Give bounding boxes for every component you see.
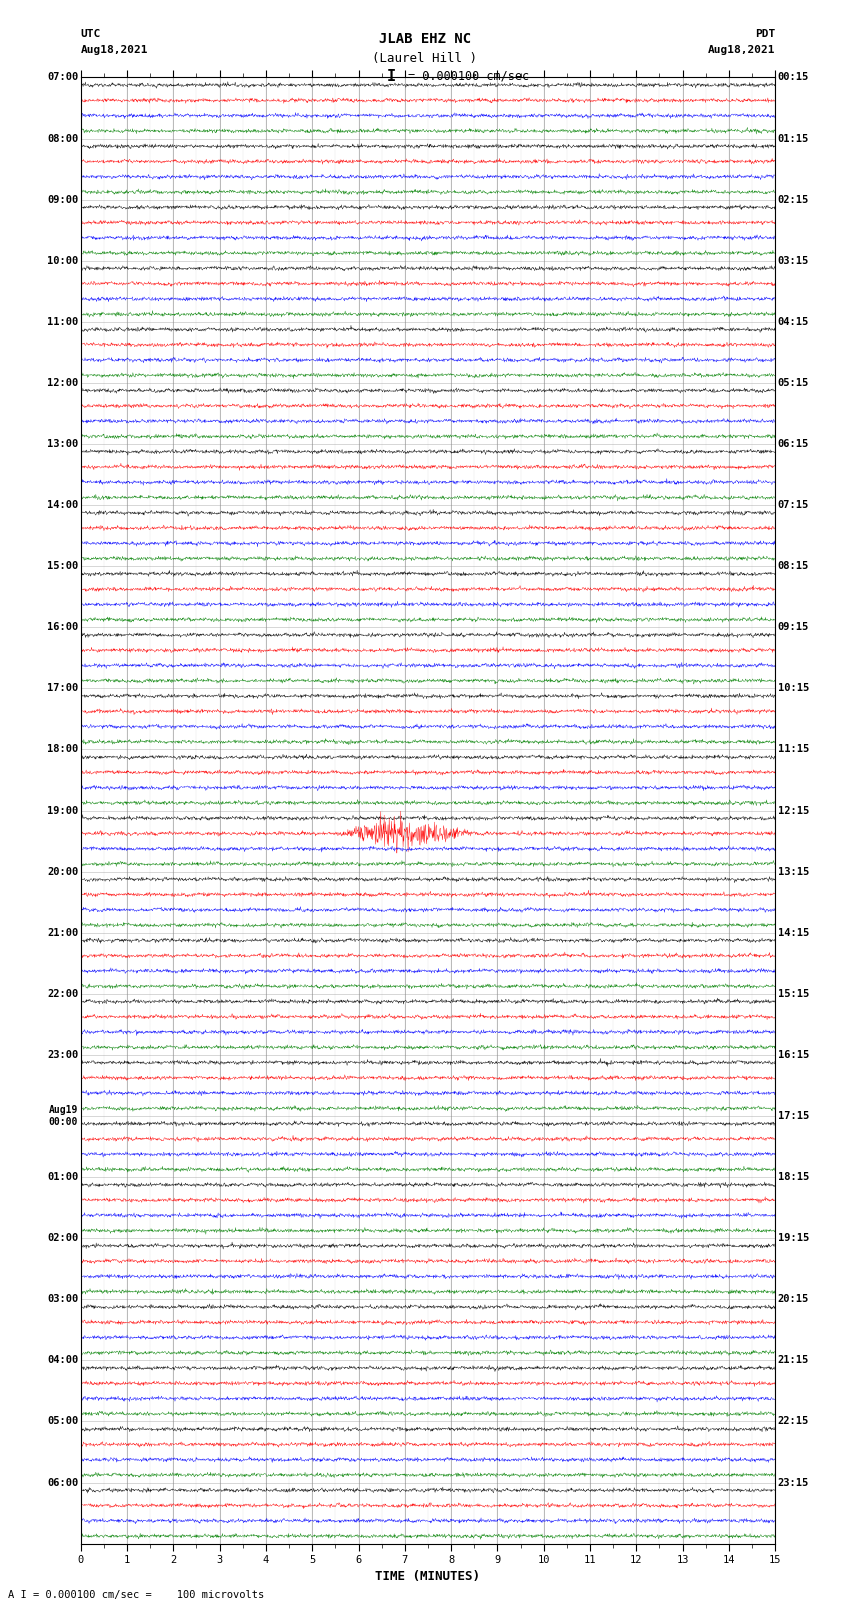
Text: Aug18,2021: Aug18,2021 <box>81 45 148 55</box>
Text: 10:00: 10:00 <box>47 256 78 266</box>
Text: Aug18,2021: Aug18,2021 <box>708 45 775 55</box>
Text: 23:15: 23:15 <box>778 1478 809 1487</box>
Text: 07:15: 07:15 <box>778 500 809 510</box>
Text: 19:00: 19:00 <box>47 805 78 816</box>
Text: PDT: PDT <box>755 29 775 39</box>
Text: 11:15: 11:15 <box>778 745 809 755</box>
Text: 16:00: 16:00 <box>47 623 78 632</box>
Text: 04:15: 04:15 <box>778 316 809 327</box>
Text: 12:15: 12:15 <box>778 805 809 816</box>
Text: = 0.000100 cm/sec: = 0.000100 cm/sec <box>408 69 529 82</box>
Text: 12:00: 12:00 <box>47 377 78 387</box>
Text: 02:15: 02:15 <box>778 195 809 205</box>
Text: 08:15: 08:15 <box>778 561 809 571</box>
Text: 23:00: 23:00 <box>47 1050 78 1060</box>
Text: 00:15: 00:15 <box>778 73 809 82</box>
Text: (Laurel Hill ): (Laurel Hill ) <box>372 52 478 65</box>
Text: 18:00: 18:00 <box>47 745 78 755</box>
Text: 03:15: 03:15 <box>778 256 809 266</box>
Text: 13:15: 13:15 <box>778 866 809 876</box>
Text: 14:15: 14:15 <box>778 927 809 937</box>
Text: 17:00: 17:00 <box>47 684 78 694</box>
Text: 20:15: 20:15 <box>778 1294 809 1305</box>
Text: 13:00: 13:00 <box>47 439 78 448</box>
Text: 01:00: 01:00 <box>47 1173 78 1182</box>
Text: 22:00: 22:00 <box>47 989 78 998</box>
Text: 10:15: 10:15 <box>778 684 809 694</box>
Text: 05:15: 05:15 <box>778 377 809 387</box>
Text: 06:15: 06:15 <box>778 439 809 448</box>
Text: JLAB EHZ NC: JLAB EHZ NC <box>379 32 471 47</box>
Text: 01:15: 01:15 <box>778 134 809 144</box>
Text: 09:15: 09:15 <box>778 623 809 632</box>
Text: 21:15: 21:15 <box>778 1355 809 1365</box>
Text: 08:00: 08:00 <box>47 134 78 144</box>
Text: 17:15: 17:15 <box>778 1111 809 1121</box>
Text: UTC: UTC <box>81 29 101 39</box>
Text: 18:15: 18:15 <box>778 1173 809 1182</box>
Text: 06:00: 06:00 <box>47 1478 78 1487</box>
Text: 16:15: 16:15 <box>778 1050 809 1060</box>
Text: 00:00: 00:00 <box>48 1118 78 1127</box>
Text: 20:00: 20:00 <box>47 866 78 876</box>
Text: 03:00: 03:00 <box>47 1294 78 1305</box>
Text: 11:00: 11:00 <box>47 316 78 327</box>
Text: 15:15: 15:15 <box>778 989 809 998</box>
Text: 09:00: 09:00 <box>47 195 78 205</box>
Text: 19:15: 19:15 <box>778 1234 809 1244</box>
Text: 21:00: 21:00 <box>47 927 78 937</box>
Text: 15:00: 15:00 <box>47 561 78 571</box>
Text: 07:00: 07:00 <box>47 73 78 82</box>
Text: A I = 0.000100 cm/sec =    100 microvolts: A I = 0.000100 cm/sec = 100 microvolts <box>8 1590 264 1600</box>
Text: 05:00: 05:00 <box>47 1416 78 1426</box>
Text: 22:15: 22:15 <box>778 1416 809 1426</box>
Text: 14:00: 14:00 <box>47 500 78 510</box>
Text: 04:00: 04:00 <box>47 1355 78 1365</box>
Text: I: I <box>387 69 395 84</box>
Text: 02:00: 02:00 <box>47 1234 78 1244</box>
X-axis label: TIME (MINUTES): TIME (MINUTES) <box>376 1569 480 1582</box>
Text: Aug19: Aug19 <box>48 1105 78 1115</box>
